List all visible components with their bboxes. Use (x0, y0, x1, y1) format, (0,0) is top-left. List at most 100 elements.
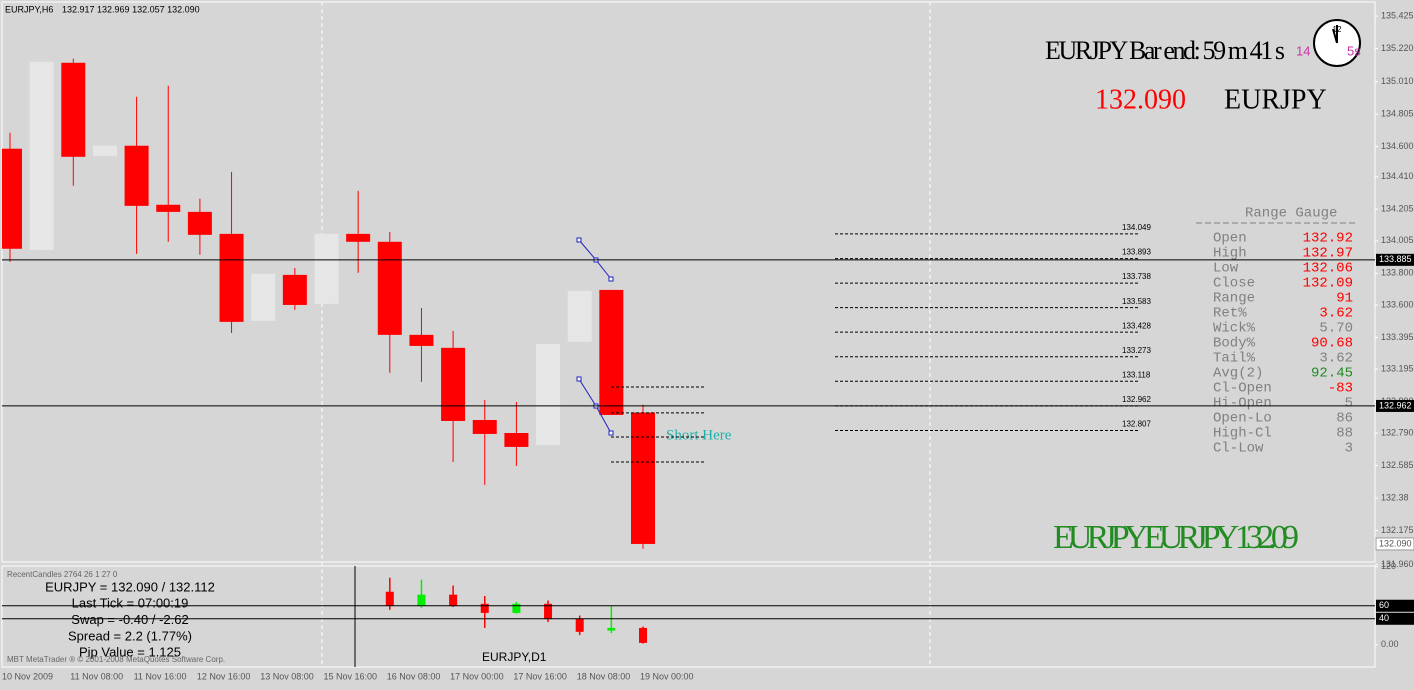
pane-title: EURJPY,D1 (482, 650, 547, 664)
candle-body (156, 204, 181, 212)
candle-body (29, 61, 54, 250)
gauge-value: 86 (1336, 411, 1353, 427)
info-line: Spread = 2.2 (1.77%) (68, 628, 192, 643)
gauge-value: -83 (1328, 381, 1353, 397)
candle-body (92, 145, 117, 156)
x-tick-label: 12 Nov 16:00 (197, 671, 251, 681)
gauge-value: 3 (1345, 441, 1353, 457)
y-tick-label: 133.395 (1381, 332, 1414, 342)
clock-left: 14 (1296, 43, 1310, 58)
y-tick-label: 134.205 (1381, 204, 1414, 214)
price-box-label: 132.962 (1379, 400, 1412, 410)
level-label: 133.738 (1122, 272, 1151, 281)
candle-body (599, 289, 624, 415)
info-line: Pip Value = 1.125 (79, 645, 181, 660)
candle-body (544, 603, 553, 619)
y-tick-label: 131.960 (1381, 559, 1414, 569)
candle-body (472, 420, 497, 434)
candle-body (409, 334, 434, 346)
gauge-label: Hi-Open (1213, 396, 1272, 412)
candle-body (567, 290, 592, 342)
y-tick-label: 134.600 (1381, 141, 1414, 151)
gauge-value: 5.70 (1319, 321, 1353, 337)
price-box (1376, 612, 1414, 625)
svg-text:12: 12 (1333, 25, 1342, 34)
info-panel: MBT MetaTrader ® © 2001-2008 MetaQuotes … (7, 579, 225, 664)
price-box (1376, 599, 1414, 612)
gauge-value: 3.62 (1319, 306, 1353, 322)
candle-body (441, 347, 466, 421)
chart-subtitle: 132.917 132.969 132.057 132.090 (62, 4, 200, 14)
candle-body (631, 412, 655, 544)
price-box (1376, 399, 1414, 412)
y-tick-label: 132.38 (1381, 492, 1409, 502)
level-label: 134.049 (1122, 223, 1151, 232)
candle-body (449, 594, 458, 606)
gauge-label: Cl-Open (1213, 381, 1272, 397)
y-tick-label: 135.425 (1381, 10, 1414, 20)
axes: 135.425 135.220 135.010 134.805 134.600 134.4… (2, 10, 1414, 681)
candle-body (512, 603, 521, 613)
footer: MBT MetaTrader ® © 2001-2008 MetaQuotes … (7, 655, 225, 664)
y-tick-label: 135.010 (1381, 76, 1414, 86)
gauge-label: Open-Lo (1213, 411, 1272, 427)
y-tick-label: 133.800 (1381, 268, 1414, 278)
candle-body (219, 233, 244, 322)
price: 132.090 (1095, 84, 1186, 115)
candle-body (377, 241, 402, 335)
x-tick-label: 11 Nov 08:00 (70, 671, 123, 681)
last-price-box (1375, 537, 1414, 551)
candle-body (61, 62, 86, 157)
gauge-value: 3.62 (1319, 351, 1353, 367)
candle-body (251, 273, 276, 321)
x-tick-label: 17 Nov 00:00 (450, 671, 504, 681)
gauge-value: 132.09 (1303, 276, 1353, 292)
y-tick-label: 134.805 (1381, 109, 1414, 119)
candle-body (187, 211, 212, 235)
y-tick-label: 134.005 (1381, 235, 1414, 245)
candle-body (575, 618, 584, 632)
level-label: 132.962 (1122, 395, 1151, 404)
gauge-value: 132.92 (1303, 231, 1353, 247)
level-label: 133.428 (1122, 321, 1151, 330)
gauge-label: Ret% (1213, 306, 1247, 322)
chart-title: EURJPY,H6 (5, 4, 53, 14)
x-tick-label: 18 Nov 08:00 (577, 671, 631, 681)
big-label: EURJPY EURJPY 132.09 (1053, 519, 1299, 556)
info-line: Last Tick = 07:00:19 (72, 596, 189, 611)
gauge-label: Range (1213, 291, 1255, 307)
candle-body (124, 145, 149, 206)
candle-body (2, 148, 22, 249)
price-box (1376, 253, 1414, 266)
gauge-value: 91 (1336, 291, 1353, 307)
sub-pane (1, 565, 1376, 668)
last-price-label: 132.090 (1379, 538, 1412, 548)
x-tick-label: 15 Nov 16:00 (324, 671, 378, 681)
main-pane (1, 1, 1376, 563)
level-label: 133.273 (1122, 346, 1151, 355)
y-tick-label: 120 (1381, 561, 1396, 571)
gauge-title: Range Gauge (1245, 206, 1337, 222)
pane-legend: RecentCandles 2764 26 1 27 0 (7, 570, 118, 579)
info-line: Swap = -0.40 / -2.62 (71, 612, 188, 627)
clock-right: 5s (1347, 43, 1361, 58)
candle-body (639, 627, 647, 643)
short-here: Short Here (666, 427, 732, 443)
gauge-value: 90.68 (1311, 336, 1353, 352)
y-tick-label: 135.220 (1381, 43, 1414, 53)
gauge-value: 132.06 (1303, 261, 1353, 277)
clock: 12 (1313, 19, 1361, 67)
gauge-label: Wick% (1213, 321, 1256, 337)
x-tick-label: 13 Nov 08:00 (260, 671, 314, 681)
gauge-label: Tail% (1213, 351, 1256, 367)
x-tick-label: 17 Nov 16:00 (513, 671, 567, 681)
price-box-label: 60 (1379, 600, 1389, 610)
x-tick-label: 10 Nov 2009 (2, 671, 53, 681)
y-tick-label: 132.175 (1381, 525, 1414, 535)
candle-body (480, 603, 489, 613)
gauge-label: Open (1213, 231, 1247, 247)
candle-body (607, 627, 616, 631)
y-tick-label: 132.790 (1381, 428, 1414, 438)
gauge-value: 92.45 (1311, 366, 1353, 382)
gauge-value: 88 (1336, 426, 1353, 442)
